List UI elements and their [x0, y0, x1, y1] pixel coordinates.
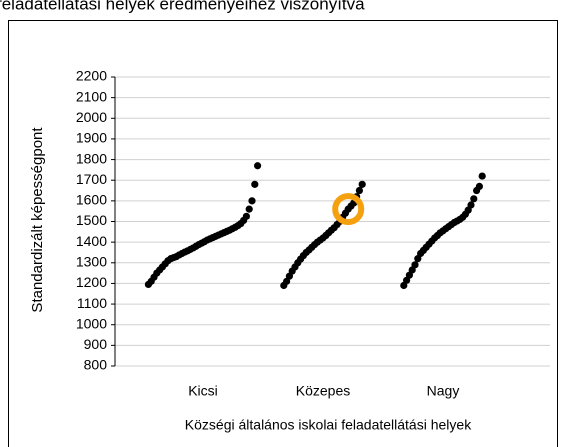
y-tick-label: 1900 — [76, 130, 107, 146]
y-axis-label: Standardizált képességpont — [29, 127, 46, 313]
chart-border — [8, 20, 558, 447]
data-point — [245, 205, 253, 213]
data-point — [475, 182, 483, 191]
y-tick-label: 1200 — [76, 274, 107, 290]
y-tick-label: 1500 — [76, 212, 107, 228]
data-point — [411, 261, 419, 269]
y-tick-label: 1800 — [76, 150, 107, 166]
x-tick-label: Kicsi — [188, 383, 218, 399]
x-axis-label: Községi általános iskolai feladatellátás… — [185, 417, 472, 433]
y-tick-label: 1600 — [76, 192, 107, 208]
data-point — [248, 197, 256, 205]
y-tick-label: 1700 — [76, 171, 107, 187]
y-tick-label: 2200 — [76, 68, 107, 84]
chart-title: feladatellátási helyek eredményeihez vis… — [0, 0, 365, 13]
data-point — [355, 186, 363, 195]
data-point — [242, 212, 250, 220]
y-tick-label: 1300 — [76, 253, 107, 269]
y-tick-label: 1000 — [76, 315, 107, 331]
data-point — [251, 180, 259, 188]
data-point — [470, 195, 478, 203]
y-tick-label: 1400 — [76, 233, 107, 249]
data-point — [467, 201, 475, 209]
x-tick-label: Közepes — [296, 383, 350, 399]
y-tick-label: 900 — [84, 336, 108, 352]
y-tick-label: 800 — [84, 357, 108, 373]
highlight-ring — [332, 193, 365, 226]
x-tick-label: Nagy — [427, 383, 460, 399]
y-tick-label: 1100 — [77, 295, 107, 311]
y-tick-label: 2100 — [76, 88, 107, 104]
data-point — [254, 162, 262, 170]
data-point — [478, 172, 486, 180]
data-point — [358, 180, 366, 188]
y-tick-label: 2000 — [76, 109, 107, 125]
